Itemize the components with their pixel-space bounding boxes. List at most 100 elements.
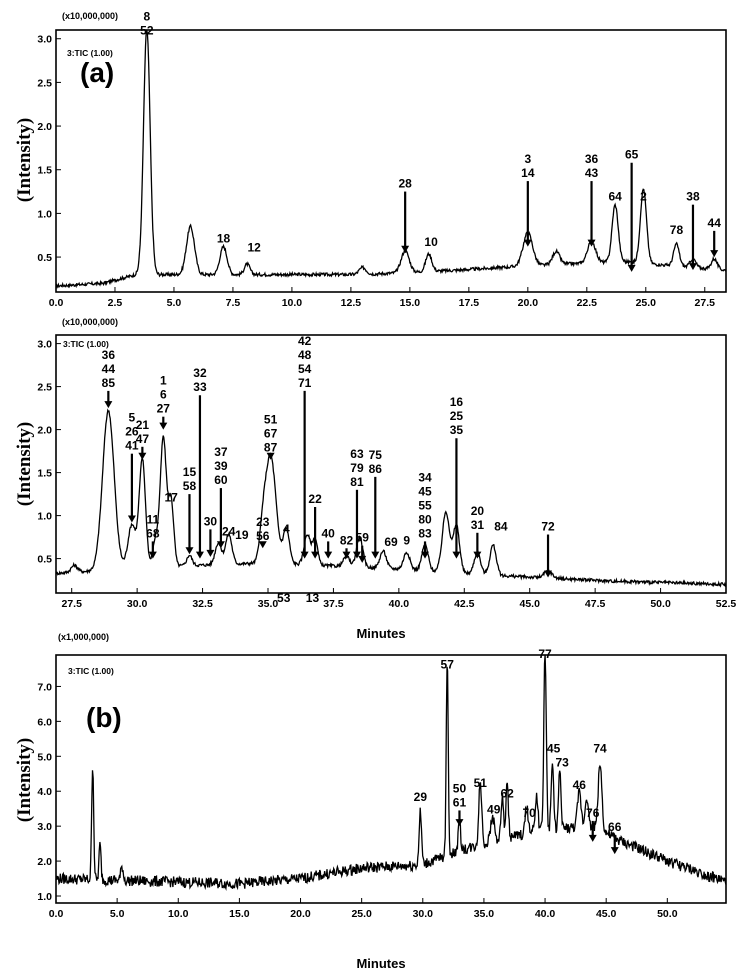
peak-arrowhead bbox=[138, 452, 147, 460]
peak-label-line: 63 bbox=[350, 447, 364, 461]
peak-label-line: 66 bbox=[608, 820, 622, 834]
x-tick-label: 12.5 bbox=[341, 297, 362, 309]
tic-trace bbox=[55, 408, 727, 588]
peak-label-line: 41 bbox=[125, 439, 139, 453]
peak-arrowhead bbox=[216, 541, 225, 549]
peak-label: 36 44 85 bbox=[102, 348, 116, 390]
peak-label: 45 bbox=[547, 741, 561, 755]
peak-arrowhead bbox=[421, 551, 430, 559]
x-tick-label: 0.0 bbox=[49, 908, 64, 920]
x-tick-label: 7.5 bbox=[226, 297, 241, 309]
peak-label-line: 67 bbox=[264, 426, 278, 440]
peak-label-line: 87 bbox=[264, 440, 278, 454]
peak-label-line: 57 bbox=[441, 657, 455, 671]
x-tick-label: 50.0 bbox=[657, 908, 678, 920]
peak-label-line: 48 bbox=[298, 348, 312, 362]
peak-arrowhead bbox=[206, 549, 215, 557]
tic-trace bbox=[55, 30, 727, 290]
peak-arrowhead bbox=[710, 250, 719, 258]
peak-label-line: 59 bbox=[356, 531, 370, 545]
y-tick-label: 3.0 bbox=[37, 821, 52, 833]
x-tick-label: 50.0 bbox=[650, 598, 671, 610]
x-tick-label: 35.0 bbox=[474, 908, 495, 920]
x-tick-label: 5.0 bbox=[110, 908, 125, 920]
y-tick-label: 1.0 bbox=[37, 208, 52, 220]
peak-arrowhead bbox=[300, 551, 309, 559]
peak-label-line: 15 bbox=[183, 465, 197, 479]
peak-label: 74 bbox=[593, 741, 607, 755]
peak-label-line: 42 bbox=[298, 334, 312, 348]
peak-label-line: 73 bbox=[555, 755, 569, 769]
y-multiplier-label: (x10,000,000) bbox=[62, 11, 118, 21]
peak-label: 13 bbox=[306, 591, 320, 605]
peak-label: 65 bbox=[625, 148, 639, 162]
x-tick-label: 0.0 bbox=[49, 297, 64, 309]
peak-label: 18 bbox=[217, 232, 231, 246]
peak-label-line: 22 bbox=[308, 492, 322, 506]
peak-label-line: 24 bbox=[222, 525, 236, 539]
peak-label: 72 bbox=[541, 520, 555, 534]
peak-arrowhead bbox=[610, 847, 619, 855]
peak-label-line: 10 bbox=[424, 235, 438, 249]
peak-label-line: 8 bbox=[143, 10, 150, 24]
peak-label-line: 13 bbox=[306, 591, 320, 605]
peak-arrowhead bbox=[544, 570, 553, 578]
x-tick-label: 47.5 bbox=[585, 598, 606, 610]
y-tick-label: 2.0 bbox=[37, 856, 52, 868]
x-axis-label: Minutes bbox=[356, 956, 405, 971]
peak-label: 84 bbox=[494, 520, 508, 534]
x-tick-label: 45.0 bbox=[596, 908, 617, 920]
peak-arrowhead bbox=[588, 834, 597, 842]
peak-label: 23 56 bbox=[256, 515, 270, 543]
peak-label-line: 45 bbox=[418, 484, 432, 498]
panel-label: (b) bbox=[86, 702, 122, 733]
y-tick-label: 1.5 bbox=[37, 468, 52, 480]
peak-label: 37 39 60 bbox=[214, 445, 228, 487]
peak-label-line: 60 bbox=[214, 473, 228, 487]
peak-label-line: 33 bbox=[193, 380, 207, 394]
peak-label-line: 50 bbox=[453, 781, 467, 795]
peak-arrowhead bbox=[127, 515, 136, 523]
peak-arrowhead bbox=[587, 239, 596, 247]
peak-label: 9 bbox=[403, 533, 410, 547]
peak-label: 15 58 bbox=[183, 465, 197, 493]
x-tick-label: 37.5 bbox=[323, 598, 344, 610]
peak-label: 53 bbox=[277, 591, 291, 605]
peak-label: 38 bbox=[686, 190, 700, 204]
peak-label: 29 bbox=[414, 790, 428, 804]
peak-label: 36 43 bbox=[585, 152, 599, 180]
peak-label: 59 bbox=[356, 531, 370, 545]
tic-trace bbox=[55, 654, 727, 891]
peak-label: 44 bbox=[708, 216, 722, 230]
peak-label-line: 40 bbox=[322, 526, 336, 540]
peak-arrowhead bbox=[159, 422, 168, 430]
peak-label-line: 78 bbox=[670, 223, 684, 237]
trace-label: 3:TIC (1.00) bbox=[67, 48, 113, 58]
peak-label: 30 bbox=[204, 514, 218, 528]
peak-arrowhead bbox=[311, 551, 320, 559]
peak-label-line: 77 bbox=[538, 647, 552, 661]
y-tick-label: 7.0 bbox=[37, 681, 52, 693]
peak-label-line: 4 bbox=[283, 522, 290, 536]
peak-label: 28 bbox=[398, 177, 412, 191]
peak-label: 21 47 bbox=[136, 418, 150, 446]
x-tick-label: 27.5 bbox=[695, 297, 716, 309]
peak-label: 40 bbox=[322, 526, 336, 540]
peak-arrowhead bbox=[688, 263, 697, 271]
peak-label: 76 bbox=[586, 806, 600, 820]
y-tick-label: 1.0 bbox=[37, 891, 52, 903]
peak-label-line: 47 bbox=[136, 432, 150, 446]
x-tick-label: 32.5 bbox=[192, 598, 213, 610]
peak-label-line: 64 bbox=[608, 190, 622, 204]
x-tick-label: 20.0 bbox=[518, 297, 539, 309]
x-tick-label: 10.0 bbox=[282, 297, 303, 309]
peak-label-line: 44 bbox=[708, 216, 722, 230]
peak-label-line: 61 bbox=[453, 795, 467, 809]
peak-label-line: 1 bbox=[160, 374, 167, 388]
x-tick-label: 25.0 bbox=[636, 297, 657, 309]
peak-label-line: 43 bbox=[585, 166, 599, 180]
peak-label-line: 75 bbox=[369, 448, 383, 462]
y-tick-label: 2.5 bbox=[37, 77, 52, 89]
peak-label-line: 26 bbox=[125, 425, 139, 439]
